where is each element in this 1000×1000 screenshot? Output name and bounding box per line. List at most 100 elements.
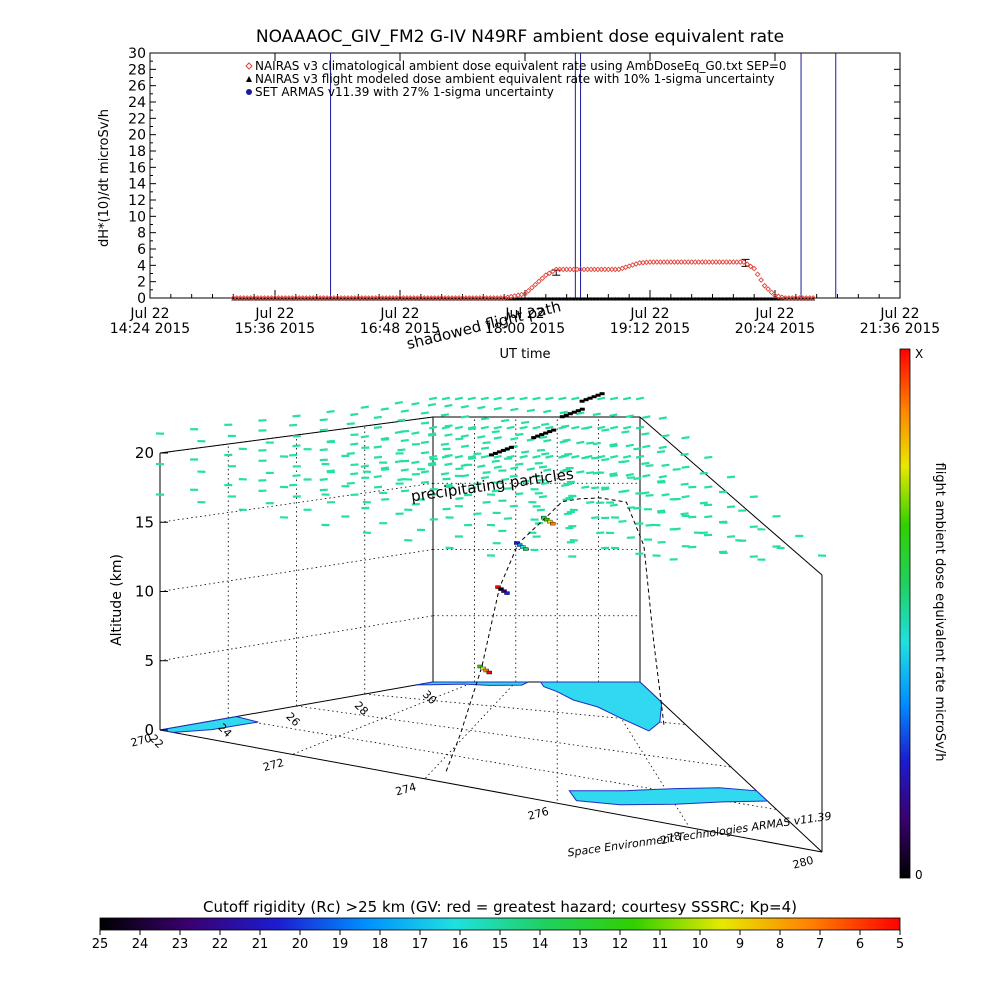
particle-mark <box>581 456 590 460</box>
dose-rate-colorbar-max: X <box>915 347 923 361</box>
particle-mark <box>532 425 541 430</box>
rigidity-tick-label: 20 <box>292 937 309 952</box>
particle-mark <box>645 523 654 527</box>
particle-mark <box>681 465 690 469</box>
y-tick-label: 14 <box>128 177 146 193</box>
top-timeseries-chart: NOAAAOC_GIV_FM2 G-IV N49RF ambient dose … <box>97 27 940 362</box>
latitude-tick-label: 30 <box>420 688 439 707</box>
flight-modeled-point <box>627 297 632 301</box>
climatological-point <box>747 263 754 270</box>
particle-mark <box>609 472 618 476</box>
particle-mark <box>520 420 530 425</box>
3d-altitude-ticks: 0 5 10 15 20 <box>135 444 168 739</box>
particle-mark <box>292 414 301 418</box>
particle-mark <box>536 478 545 482</box>
particle-mark <box>681 495 690 499</box>
flight-dose-mark <box>541 515 547 520</box>
particle-mark <box>520 450 530 454</box>
cutoff-rigidity-colorbar: Cutoff rigidity (Rc) >25 km (GV: red = g… <box>92 898 904 952</box>
particle-mark <box>642 474 651 478</box>
dose-rate-colorbar-min: 0 <box>915 868 923 882</box>
particle-mark <box>480 417 490 421</box>
particle-mark <box>609 396 619 401</box>
particle-mark <box>482 471 491 474</box>
particle-mark <box>641 432 650 436</box>
shadow-track-mark <box>567 412 573 416</box>
particle-mark <box>633 476 642 481</box>
side-wall-gridline <box>159 615 434 662</box>
climatological-point <box>536 278 542 285</box>
particle-mark <box>661 463 670 467</box>
particle-mark <box>373 445 382 449</box>
particle-mark <box>493 454 502 459</box>
particle-mark <box>411 402 420 406</box>
particle-mark <box>373 455 383 459</box>
particle-mark <box>576 470 585 474</box>
flight-modeled-point <box>571 297 576 301</box>
particle-mark <box>625 414 634 418</box>
particle-mark <box>656 509 666 513</box>
particle-mark <box>454 396 464 401</box>
particle-mark <box>441 425 451 430</box>
longitude-tick-label: 270 <box>129 732 153 750</box>
shadow-track-mark <box>595 393 601 397</box>
rigidity-tick-label: 5 <box>896 937 904 952</box>
3d-longitude-ticks: 270 272 274 276 278 280 <box>129 732 815 872</box>
flight-modeled-point <box>599 297 604 301</box>
flight-modeled-point <box>606 297 611 301</box>
particle-mark <box>493 425 502 430</box>
particle-mark <box>571 396 580 401</box>
longitude-tick-label: 272 <box>262 756 286 774</box>
flight-modeled-point <box>644 297 649 301</box>
x-tick-time: 15:36 2015 <box>235 321 315 337</box>
particle-mark <box>591 456 600 460</box>
y-tick-label: 4 <box>137 258 146 274</box>
flight-modeled-point <box>543 297 548 301</box>
x-tick-date: Jul 22 <box>129 306 169 322</box>
particle-mark <box>411 431 420 435</box>
particle-mark <box>350 472 359 476</box>
particle-mark <box>360 435 369 439</box>
flight-modeled-point <box>613 297 618 301</box>
legend-symbol <box>246 89 252 95</box>
particle-mark <box>477 405 486 410</box>
particle-mark <box>346 452 355 455</box>
shadow-track-mark <box>488 453 494 457</box>
particle-mark <box>480 454 489 459</box>
top-series-marks <box>230 53 837 301</box>
flight-modeled-point <box>620 297 625 301</box>
shadow-track-mark <box>563 413 569 417</box>
flight-modeled-point <box>592 297 597 301</box>
flight-modeled-point <box>773 297 777 301</box>
altitude-tick-label: 15 <box>135 513 154 531</box>
particle-mark <box>601 457 610 462</box>
particle-mark <box>699 501 708 505</box>
x-tick-date: Jul 22 <box>254 306 294 322</box>
particle-mark <box>420 470 430 474</box>
flight-modeled-point <box>575 297 580 301</box>
flight-modeled-point <box>634 297 639 301</box>
climatological-point <box>772 292 778 299</box>
dose-rate-colorbar-label: flight ambient dose equivalent rate micr… <box>932 463 947 762</box>
cutoff-rigidity-label: Cutoff rigidity (Rc) >25 km (GV: red = g… <box>203 898 797 916</box>
y-tick-label: 26 <box>128 79 146 95</box>
flight-modeled-point <box>651 297 656 301</box>
particle-mark <box>642 415 651 419</box>
annotation-precipitating-particles: precipitating particles <box>410 465 575 506</box>
rigidity-tick-label: 11 <box>652 937 669 952</box>
particle-mark <box>482 441 491 445</box>
particle-mark <box>506 396 515 401</box>
flight-modeled-point <box>550 297 555 301</box>
land-cuba <box>568 787 769 806</box>
particle-mark <box>428 493 437 497</box>
flight-modeled-point <box>648 297 652 301</box>
particle-mark <box>541 452 550 456</box>
particle-mark <box>440 472 450 476</box>
particle-mark <box>609 413 618 417</box>
rigidity-tick-label: 18 <box>372 937 389 952</box>
particle-mark <box>609 425 619 430</box>
x-tick-time: 16:48 2015 <box>360 321 440 337</box>
particle-mark <box>292 474 301 478</box>
floor-gridline <box>292 681 475 755</box>
